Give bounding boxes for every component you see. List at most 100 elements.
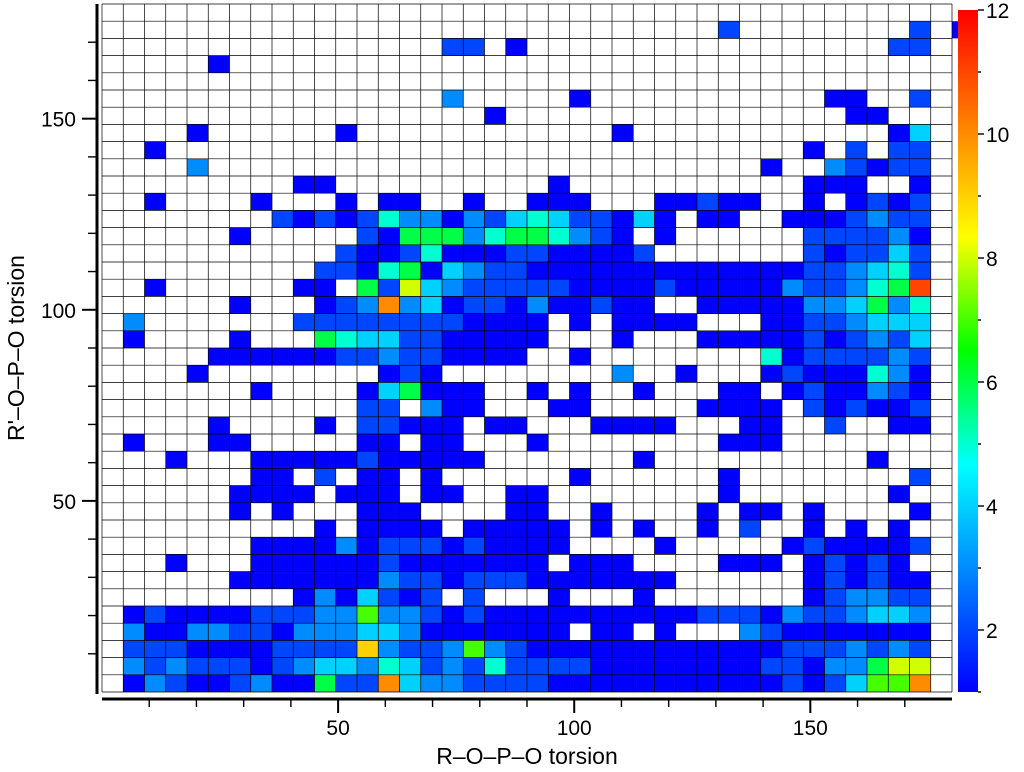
heatmap-cell: [272, 451, 294, 469]
heatmap-cell: [442, 313, 464, 331]
heatmap-cell: [633, 674, 655, 692]
heatmap-cell: [420, 657, 442, 675]
heatmap-cell: [845, 382, 867, 400]
heatmap-cell: [845, 90, 867, 108]
heatmap-cell: [612, 296, 634, 314]
heatmap-cell: [909, 38, 931, 56]
heatmap-cell: [250, 674, 272, 692]
heatmap-cell: [442, 606, 464, 624]
heatmap-cell: [357, 210, 379, 228]
heatmap-cell: [718, 434, 740, 452]
heatmap-cell: [633, 210, 655, 228]
heatmap-cell: [357, 623, 379, 641]
heatmap-cell: [548, 296, 570, 314]
heatmap-cell: [527, 210, 549, 228]
heatmap-cell: [888, 313, 910, 331]
heatmap-cell: [888, 38, 910, 56]
heatmap-cell: [612, 313, 634, 331]
heatmap-cell: [293, 657, 315, 675]
heatmap-cell: [442, 674, 464, 692]
heatmap-cell: [909, 657, 931, 675]
heatmap-cell: [463, 210, 485, 228]
heatmap-cell: [718, 210, 740, 228]
heatmap-cell: [229, 606, 251, 624]
heatmap-cell: [123, 657, 145, 675]
heatmap-cell: [824, 158, 846, 176]
heatmap-cell: [229, 330, 251, 348]
heatmap-cell: [782, 623, 804, 641]
heatmap-cell: [208, 434, 230, 452]
heatmap-cell: [293, 485, 315, 503]
heatmap-cell: [845, 244, 867, 262]
heatmap-cell: [463, 451, 485, 469]
heatmap-cell: [420, 244, 442, 262]
heatmap-cell: [399, 279, 421, 297]
heatmap-cell: [909, 90, 931, 108]
heatmap-cell: [548, 193, 570, 211]
heatmap-cell: [590, 227, 612, 245]
heatmap-cell: [548, 210, 570, 228]
heatmap-cell: [590, 520, 612, 538]
heatmap-cell: [314, 520, 336, 538]
heatmap-cell: [845, 330, 867, 348]
heatmap-cell: [803, 382, 825, 400]
heatmap-cell: [824, 210, 846, 228]
heatmap-cell: [442, 399, 464, 417]
heatmap-cell: [442, 227, 464, 245]
heatmap-cell: [272, 640, 294, 658]
heatmap-cell: [845, 193, 867, 211]
heatmap-cell: [909, 588, 931, 606]
heatmap-cell: [187, 623, 209, 641]
heatmap-cell: [888, 623, 910, 641]
heatmap-cell: [824, 365, 846, 383]
heatmap-cell: [463, 537, 485, 555]
heatmap-cell: [378, 330, 400, 348]
heatmap-cell: [909, 502, 931, 520]
heatmap-cell: [782, 296, 804, 314]
heatmap-cell: [909, 365, 931, 383]
heatmap-cell: [654, 262, 676, 280]
heatmap-cell: [909, 158, 931, 176]
heatmap-cell: [824, 640, 846, 658]
heatmap-cell: [420, 606, 442, 624]
heatmap-cell: [824, 296, 846, 314]
heatmap-cell: [718, 262, 740, 280]
heatmap-cell: [208, 640, 230, 658]
heatmap-cell: [633, 382, 655, 400]
heatmap-cell: [888, 674, 910, 692]
heatmap-cell: [144, 657, 166, 675]
heatmap-cell: [484, 210, 506, 228]
heatmap-cell: [633, 657, 655, 675]
heatmap-cell: [229, 657, 251, 675]
heatmap-cell: [909, 330, 931, 348]
heatmap-cell: [590, 554, 612, 572]
heatmap-cell: [803, 520, 825, 538]
heatmap-cell: [505, 244, 527, 262]
y-tick-label: 150: [41, 109, 76, 132]
heatmap-cell: [845, 554, 867, 572]
heatmap-cell: [909, 537, 931, 555]
heatmap-cell: [633, 244, 655, 262]
heatmap-cell: [760, 158, 782, 176]
heatmap-cell: [229, 227, 251, 245]
heatmap-cell: [293, 348, 315, 366]
heatmap-cell: [867, 313, 889, 331]
heatmap-cell: [484, 107, 506, 125]
heatmap-cell: [739, 416, 761, 434]
heatmap-cell: [803, 657, 825, 675]
heatmap-cell: [335, 640, 357, 658]
heatmap-cell: [867, 554, 889, 572]
heatmap-cell: [335, 623, 357, 641]
heatmap-cell: [208, 348, 230, 366]
heatmap-cell: [165, 606, 187, 624]
heatmap-cell: [505, 313, 527, 331]
heatmap-cell: [208, 606, 230, 624]
heatmap-cell: [463, 399, 485, 417]
heatmap-cell: [420, 640, 442, 658]
heatmap-cell: [909, 382, 931, 400]
heatmap-cell: [782, 313, 804, 331]
heatmap-cell: [420, 365, 442, 383]
heatmap-cell: [888, 124, 910, 142]
heatmap-cell: [484, 657, 506, 675]
heatmap-cell: [867, 244, 889, 262]
